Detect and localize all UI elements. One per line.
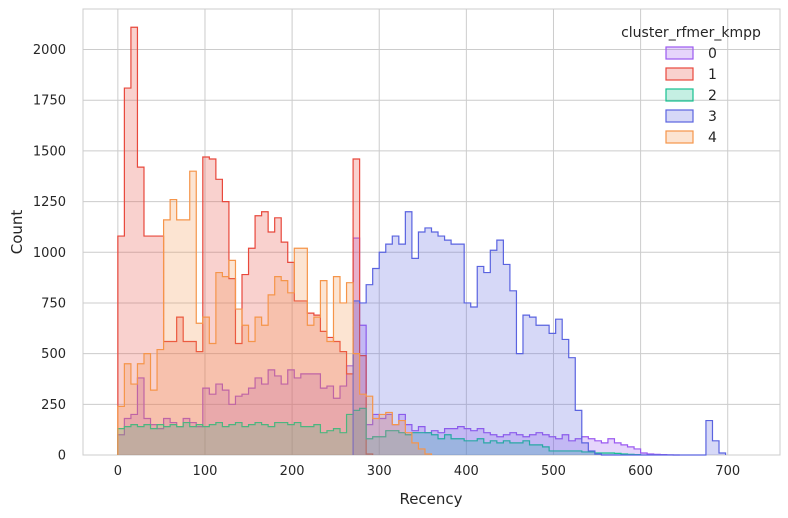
y-tick-label: 2000	[33, 43, 66, 58]
x-tick-label: 700	[715, 464, 740, 479]
x-tick-label: 400	[454, 464, 479, 479]
series-2-step	[117, 407, 642, 456]
legend-label-3: 3	[708, 109, 717, 125]
legend-label-0: 0	[708, 46, 717, 62]
series-3	[352, 211, 727, 456]
series-4-step	[117, 170, 433, 455]
legend: cluster_rfmer_kmpp 0 1 2 3 4	[621, 25, 761, 146]
series-2	[117, 407, 642, 456]
legend-swatch-4	[665, 130, 694, 144]
x-tick-label: 500	[541, 464, 566, 479]
legend-title: cluster_rfmer_kmpp	[621, 25, 761, 41]
y-tick-label: 750	[41, 296, 66, 311]
y-tick-label: 0	[58, 449, 66, 464]
series-4	[117, 170, 433, 455]
legend-swatch-2	[665, 88, 694, 102]
legend-label-4: 4	[708, 130, 717, 146]
x-tick-label: 0	[114, 464, 122, 479]
x-tick-labels: 0 100 200 300 400 500 600 700	[114, 464, 740, 479]
legend-swatch-0	[665, 46, 694, 60]
y-tick-label: 500	[41, 347, 66, 362]
series-4-fill	[117, 171, 432, 455]
series-0-fill	[117, 238, 680, 455]
series-0	[117, 237, 680, 456]
x-tick-label: 200	[280, 464, 305, 479]
y-tick-label: 1000	[33, 246, 66, 261]
legend-label-2: 2	[708, 88, 717, 104]
series-3-step	[352, 211, 727, 456]
legend-swatch-3	[665, 109, 694, 123]
series-layer	[117, 26, 727, 456]
y-tick-label: 1500	[33, 144, 66, 159]
y-axis-title: Count	[8, 210, 26, 255]
y-tick-label: 250	[41, 398, 66, 413]
x-tick-label: 300	[367, 464, 392, 479]
y-tick-labels: 0 250 500 750 1000 1250 1500 1750 2000	[33, 43, 66, 463]
legend-swatch-1	[665, 67, 694, 81]
y-tick-label: 1250	[33, 195, 66, 210]
legend-label-1: 1	[708, 67, 717, 83]
series-3-fill	[353, 211, 726, 455]
x-tick-label: 600	[628, 464, 653, 479]
series-1-fill	[117, 27, 373, 455]
series-0-step	[117, 237, 680, 456]
y-tick-label: 1750	[33, 94, 66, 109]
x-axis-title: Recency	[399, 490, 462, 508]
x-tick-label: 100	[193, 464, 218, 479]
